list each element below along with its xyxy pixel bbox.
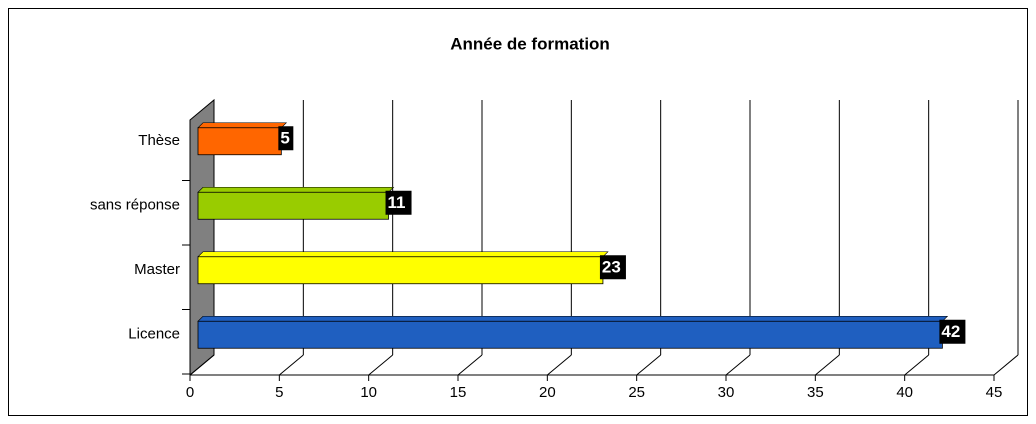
value-label-box <box>385 190 412 215</box>
floor-grid-line <box>547 354 572 376</box>
floor-grid-line <box>904 354 929 376</box>
bar <box>197 256 604 285</box>
floor-grid-line <box>368 354 393 376</box>
bar <box>197 191 389 220</box>
bar-top <box>197 315 949 322</box>
value-label-box <box>599 255 626 280</box>
floor-grid-line <box>725 354 751 376</box>
floor-grid-line <box>993 354 1019 376</box>
y-tick-label: Master <box>134 261 180 278</box>
y-tick-label: Licence <box>128 326 180 343</box>
x-tick-label: 0 <box>186 384 194 401</box>
bar-top <box>197 186 395 193</box>
x-tick-label: 40 <box>896 384 913 401</box>
value-label-box <box>939 319 966 344</box>
x-tick-label: 35 <box>807 384 824 401</box>
x-tick-label: 15 <box>450 384 467 401</box>
value-label: 5 <box>280 129 289 148</box>
bar <box>197 320 943 349</box>
floor-grid-line <box>636 354 661 376</box>
floor-grid-line <box>279 354 304 376</box>
bar-top <box>197 251 609 258</box>
bar-top <box>197 122 288 129</box>
bar <box>197 127 282 156</box>
floor-grid-line <box>457 354 483 376</box>
value-label: 42 <box>941 322 960 341</box>
y-tick-label: Thèse <box>138 132 180 149</box>
x-tick-label: 20 <box>539 384 556 401</box>
x-tick-label: 25 <box>628 384 645 401</box>
y-tick-label: sans réponse <box>90 197 180 214</box>
x-tick-label: 10 <box>360 384 377 401</box>
value-label: 23 <box>602 258 621 277</box>
chart-title: Année de formation <box>450 34 610 53</box>
x-tick-label: 45 <box>986 384 1003 401</box>
value-label: 11 <box>388 193 406 212</box>
x-tick-label: 30 <box>718 384 735 401</box>
floor-grid-line <box>815 354 840 376</box>
x-tick-label: 5 <box>275 384 283 401</box>
value-label-box <box>278 126 294 151</box>
floor-grid-line <box>189 354 215 376</box>
